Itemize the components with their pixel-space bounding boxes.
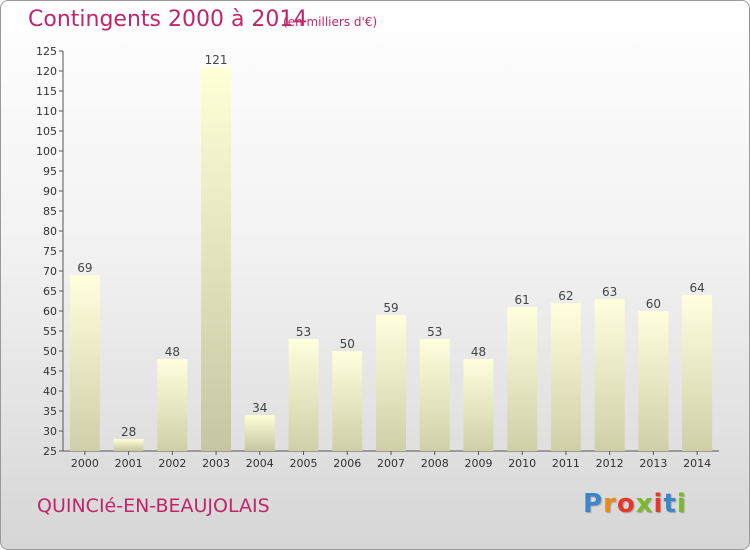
bar	[244, 415, 275, 451]
data-label: 121	[205, 53, 228, 67]
y-tick-label: 60	[43, 305, 57, 318]
bar	[463, 359, 494, 451]
x-tick-label: 2006	[333, 457, 361, 470]
bar	[682, 295, 713, 451]
logo-letter: i	[653, 489, 664, 519]
data-label: 61	[515, 293, 530, 307]
y-tick-label: 70	[43, 265, 57, 278]
y-tick-label: 75	[43, 245, 57, 258]
y-tick-label: 85	[43, 205, 57, 218]
chart-data-labels: 69 28 48 121 34 53 50 59 53 48 61 62 63 60 64	[77, 53, 705, 439]
x-tick-label: 2002	[158, 457, 186, 470]
data-label: 53	[427, 325, 442, 339]
y-tick-label: 95	[43, 165, 57, 178]
x-tick-label: 2001	[115, 457, 143, 470]
data-label: 48	[471, 345, 486, 359]
data-label: 63	[602, 285, 617, 299]
y-tick-label: 90	[43, 185, 57, 198]
data-label: 64	[689, 281, 704, 295]
y-tick-label: 50	[43, 345, 57, 358]
bar	[201, 67, 232, 451]
data-label: 60	[646, 297, 661, 311]
data-label: 62	[558, 289, 573, 303]
y-tick-label: 65	[43, 285, 57, 298]
data-label: 28	[121, 425, 136, 439]
bar	[157, 359, 188, 451]
chart-subtitle: (en milliers d'€)	[283, 15, 378, 29]
bar	[69, 275, 100, 451]
data-label: 59	[383, 301, 398, 315]
y-tick-label: 100	[36, 145, 57, 158]
data-label: 53	[296, 325, 311, 339]
x-tick-label: 2005	[290, 457, 318, 470]
bar	[376, 315, 406, 451]
chart-title: Contingents 2000 à 2014	[28, 7, 308, 32]
x-tick-label: 2011	[552, 457, 580, 470]
chart-bars	[69, 67, 713, 451]
logo-letter: r	[603, 489, 617, 519]
data-label: 50	[340, 337, 355, 351]
y-tick-label: 125	[36, 45, 57, 58]
logo-letter: x	[635, 489, 654, 519]
x-tick-label: 2010	[508, 457, 536, 470]
bar	[550, 303, 581, 451]
commune-name: QUINCIé-EN-BEAUJOLAIS	[37, 495, 270, 517]
logo-letter: o	[616, 489, 636, 519]
chart-axes: 25 30 35 40 45 50 55 60 65 70 75 80 85 90 95 100 105 110 1…	[36, 45, 719, 470]
y-tick-label: 110	[36, 105, 57, 118]
y-tick-label: 35	[43, 405, 57, 418]
proxiti-logo[interactable]: Proxiti	[583, 489, 687, 519]
bar	[638, 311, 669, 451]
x-tick-label: 2013	[639, 457, 667, 470]
x-tick-label: 2009	[464, 457, 492, 470]
y-tick-label: 105	[36, 125, 57, 138]
x-tick-label: 2004	[246, 457, 274, 470]
x-tick-label: 2007	[377, 457, 405, 470]
bar	[419, 339, 450, 451]
y-tick-label: 115	[36, 85, 57, 98]
logo-letter: i	[676, 489, 687, 519]
data-label: 34	[252, 401, 267, 415]
x-tick-label: 2000	[71, 457, 99, 470]
bar	[288, 339, 319, 451]
y-tick-label: 30	[43, 425, 57, 438]
bar	[507, 307, 538, 451]
y-tick-label: 45	[43, 365, 57, 378]
x-tick-label: 2008	[421, 457, 449, 470]
y-tick-label: 80	[43, 225, 57, 238]
data-label: 69	[77, 261, 92, 275]
bar	[594, 299, 625, 451]
x-tick-label: 2003	[202, 457, 230, 470]
data-label: 48	[165, 345, 180, 359]
bar	[332, 351, 363, 451]
logo-letter: t	[663, 489, 677, 519]
bar	[113, 439, 144, 451]
y-tick-label: 55	[43, 325, 57, 338]
y-tick-label: 25	[43, 445, 57, 458]
y-tick-label: 120	[36, 65, 57, 78]
x-tick-label: 2012	[596, 457, 624, 470]
x-tick-label: 2014	[683, 457, 711, 470]
logo-letter: P	[583, 489, 604, 519]
y-tick-label: 40	[43, 385, 57, 398]
